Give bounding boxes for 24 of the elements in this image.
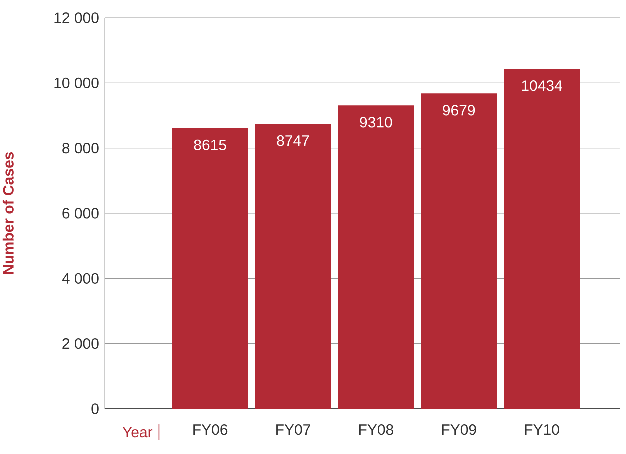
x-axis-title: Year (122, 427, 153, 438)
data-label: 8747 (277, 136, 310, 146)
data-label: 8615 (194, 140, 226, 150)
x-tick-label: FY10 (525, 424, 560, 436)
y-tick-label: 10 000 (54, 78, 99, 88)
bar (338, 106, 414, 409)
data-label: 9310 (360, 117, 392, 128)
y-tick-label: 12 000 (54, 12, 99, 24)
y-tick-label: 4 000 (62, 273, 99, 284)
data-label: 10434 (522, 80, 562, 92)
y-axis-title: Number of Cases (2, 152, 14, 274)
bar (172, 128, 248, 409)
y-tick-label: 0 (92, 404, 99, 414)
x-tick-label: FY06 (194, 424, 228, 436)
data-label: 9679 (443, 105, 476, 116)
x-tick-label: FY09 (442, 424, 476, 436)
x-tick-label: FY08 (359, 424, 394, 436)
bar (421, 94, 498, 409)
x-tick-label: FY07 (276, 424, 310, 436)
y-tick-label: 2 000 (62, 338, 99, 350)
bar (504, 69, 580, 409)
y-tick-label: 6 000 (62, 208, 99, 219)
y-tick-label: 8 000 (62, 143, 99, 154)
bar (255, 124, 332, 409)
